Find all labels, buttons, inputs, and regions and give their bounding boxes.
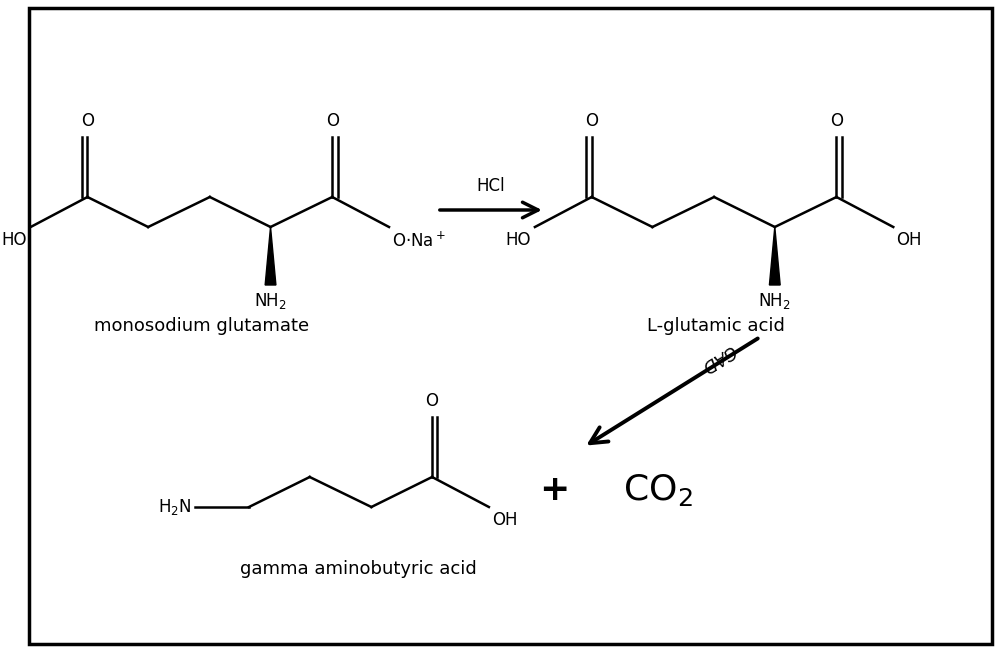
Text: HO: HO <box>1 231 27 249</box>
Text: O: O <box>326 112 339 130</box>
Text: CO$_2$: CO$_2$ <box>623 472 693 508</box>
Text: NH$_2$: NH$_2$ <box>758 291 791 311</box>
Text: O: O <box>81 112 94 130</box>
Text: O: O <box>585 112 598 130</box>
Text: +: + <box>539 473 570 507</box>
Text: H$_2$N: H$_2$N <box>158 497 191 517</box>
Text: GAD: GAD <box>697 340 738 375</box>
Text: NH$_2$: NH$_2$ <box>254 291 287 311</box>
Text: OH: OH <box>492 511 517 529</box>
Text: L-glutamic acid: L-glutamic acid <box>647 317 785 335</box>
Text: OH: OH <box>896 231 922 249</box>
Text: HO: HO <box>505 231 531 249</box>
Polygon shape <box>769 227 780 285</box>
Text: monosodium glutamate: monosodium glutamate <box>94 317 310 335</box>
Polygon shape <box>265 227 276 285</box>
Text: O: O <box>830 112 843 130</box>
Text: gamma aminobutyric acid: gamma aminobutyric acid <box>240 560 477 578</box>
Text: O·Na$^+$: O·Na$^+$ <box>392 231 446 250</box>
Text: HCl: HCl <box>477 177 505 195</box>
Text: O: O <box>426 392 439 410</box>
